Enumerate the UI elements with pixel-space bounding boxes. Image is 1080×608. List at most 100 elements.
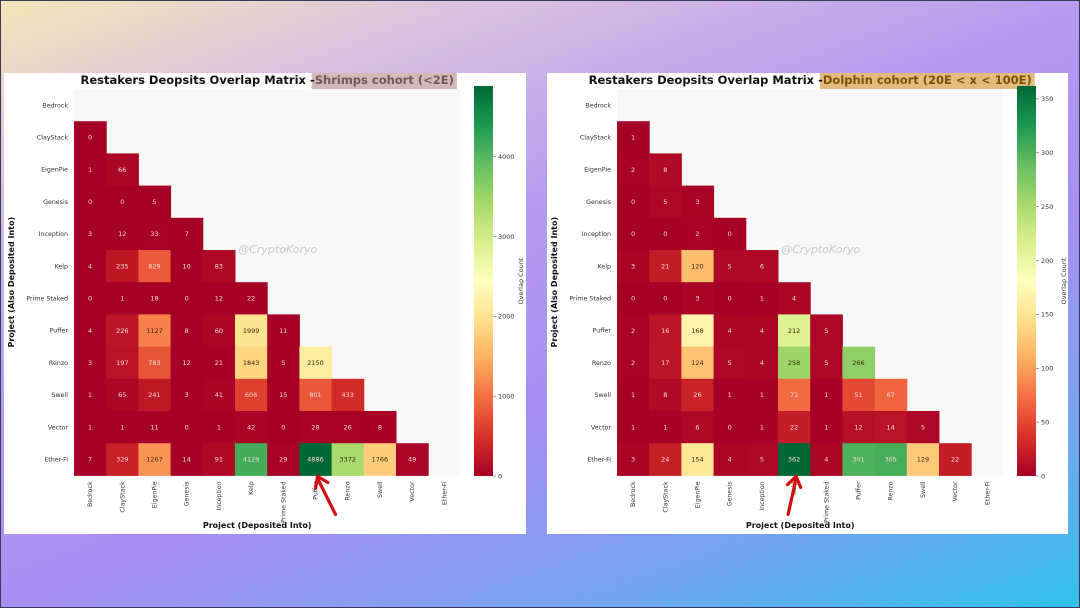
cell-inception-claystack <box>649 217 682 251</box>
cell-value: 12 <box>118 230 126 238</box>
cell-swell-puffer <box>842 378 876 412</box>
cell-renzo-inception <box>745 346 779 380</box>
cell-eigenpie-claystack <box>106 153 139 187</box>
cell-genesis-claystack <box>649 185 682 219</box>
x-tick-label: EigenPie <box>695 481 702 508</box>
cell-ether-fi-eigenpie <box>681 443 715 476</box>
cell-value: 0 <box>728 230 732 238</box>
cell-kelp-eigenpie <box>138 250 172 283</box>
cell-value: 3 <box>88 359 92 367</box>
cell-value: 83 <box>215 262 223 270</box>
cell-swell-prime-staked <box>267 378 300 412</box>
colorbar-tick-label: 200 <box>1041 257 1053 265</box>
title-highlight-bg <box>311 73 457 89</box>
watermark: @CryptoKoryo <box>781 243 860 256</box>
colorbar-tick-label: 0 <box>498 472 502 480</box>
cell-kelp-claystack <box>106 250 139 283</box>
cell-value: 1 <box>631 391 635 399</box>
cell-renzo-bedrock <box>617 346 650 380</box>
cell-value: 124 <box>691 359 703 367</box>
cell-ether-fi-puffer <box>299 443 333 476</box>
cell-value: 4 <box>824 456 828 464</box>
cell-value: 1 <box>631 134 635 142</box>
x-tick-label: Puffer <box>856 481 863 500</box>
cell-value: 12 <box>183 359 191 367</box>
x-tick-label: Prime Staked <box>280 481 287 523</box>
cell-value: 14 <box>887 423 895 431</box>
cell-value: 1 <box>663 423 667 431</box>
x-tick-label: Swell <box>377 481 384 498</box>
cell-value: 0 <box>663 230 667 238</box>
y-tick-label: Vector <box>591 424 611 431</box>
cell-value: 8 <box>663 391 667 399</box>
y-tick-label: Kelp <box>55 263 68 270</box>
cell-value: 1 <box>88 166 92 174</box>
cell-prime-staked-bedrock <box>74 282 107 315</box>
cell-value: 21 <box>661 262 669 270</box>
cell-value: 783 <box>148 359 160 367</box>
cell-value: 11 <box>279 327 287 335</box>
cell-swell-eigenpie <box>681 378 715 412</box>
cell-value: 226 <box>116 327 128 335</box>
x-tick-label: Genesis <box>184 481 191 506</box>
cell-inception-bedrock <box>74 217 107 251</box>
cell-value: 362 <box>788 456 800 464</box>
cell-ether-fi-swell <box>906 443 940 476</box>
cell-value: 5 <box>760 456 764 464</box>
cell-value: 1 <box>120 423 124 431</box>
y-tick-label: Bedrock <box>585 102 611 109</box>
cell-value: 1 <box>728 391 732 399</box>
chart-title: Restakers Deopsits Overlap Matrix - Dolp… <box>589 73 1035 89</box>
cell-kelp-inception <box>745 250 779 283</box>
cell-value: 3 <box>695 198 699 206</box>
cell-value: 5 <box>728 359 732 367</box>
x-axis-label: Project (Deposited Into) <box>746 521 855 530</box>
cell-value: 3 <box>185 391 189 399</box>
cell-kelp-claystack <box>649 250 682 283</box>
colorbar <box>1017 86 1036 476</box>
shrimps-heatmap-panel: Restakers Deopsits Overlap Matrix - Shri… <box>4 73 526 534</box>
cell-value: 120 <box>691 262 703 270</box>
cell-value: 6 <box>760 262 764 270</box>
cell-value: 4 <box>728 327 732 335</box>
cell-vector-eigenpie <box>681 411 715 444</box>
cell-value: 5 <box>728 262 732 270</box>
cell-swell-prime-staked <box>810 378 843 412</box>
y-tick-label: Renzo <box>592 360 611 367</box>
cell-eigenpie-bedrock <box>74 153 107 187</box>
cell-value: 7 <box>88 456 92 464</box>
cell-genesis-claystack <box>106 185 139 219</box>
cell-value: 4 <box>88 262 92 270</box>
cell-value: 2150 <box>307 359 324 367</box>
cell-value: 4 <box>728 456 732 464</box>
cell-value: 241 <box>148 391 160 399</box>
colorbar-tick-label: 1000 <box>498 392 515 400</box>
cell-value: 5 <box>921 423 925 431</box>
cell-ether-fi-genesis <box>170 443 204 476</box>
colorbar-tick-label: 250 <box>1041 203 1053 211</box>
cell-swell-inception <box>202 378 236 412</box>
x-axis-label: Project (Deposited Into) <box>203 521 312 530</box>
title-prefix: Restakers Deopsits Overlap Matrix - <box>589 73 823 87</box>
cell-vector-swell <box>363 411 397 444</box>
cell-prime-staked-kelp <box>235 282 268 315</box>
cell-vector-renzo <box>874 411 908 444</box>
cell-value: 258 <box>788 359 800 367</box>
cell-value: 301 <box>852 456 864 464</box>
cell-value: 1 <box>631 423 635 431</box>
cell-value: 0 <box>631 230 635 238</box>
x-tick-label: ClayStack <box>119 481 126 513</box>
cell-value: 8 <box>663 166 667 174</box>
cell-value: 2 <box>695 230 699 238</box>
cell-vector-puffer <box>842 411 876 444</box>
cell-ether-fi-renzo <box>874 443 908 476</box>
cell-prime-staked-eigenpie <box>681 282 715 315</box>
cell-value: 41 <box>215 391 223 399</box>
cell-kelp-bedrock <box>74 250 107 283</box>
y-tick-label: Puffer <box>593 328 612 335</box>
y-tick-label: Genesis <box>43 199 68 206</box>
cell-value: 1 <box>88 423 92 431</box>
cell-value: 433 <box>341 391 353 399</box>
cell-value: 0 <box>185 423 189 431</box>
cell-value: 65 <box>118 391 126 399</box>
